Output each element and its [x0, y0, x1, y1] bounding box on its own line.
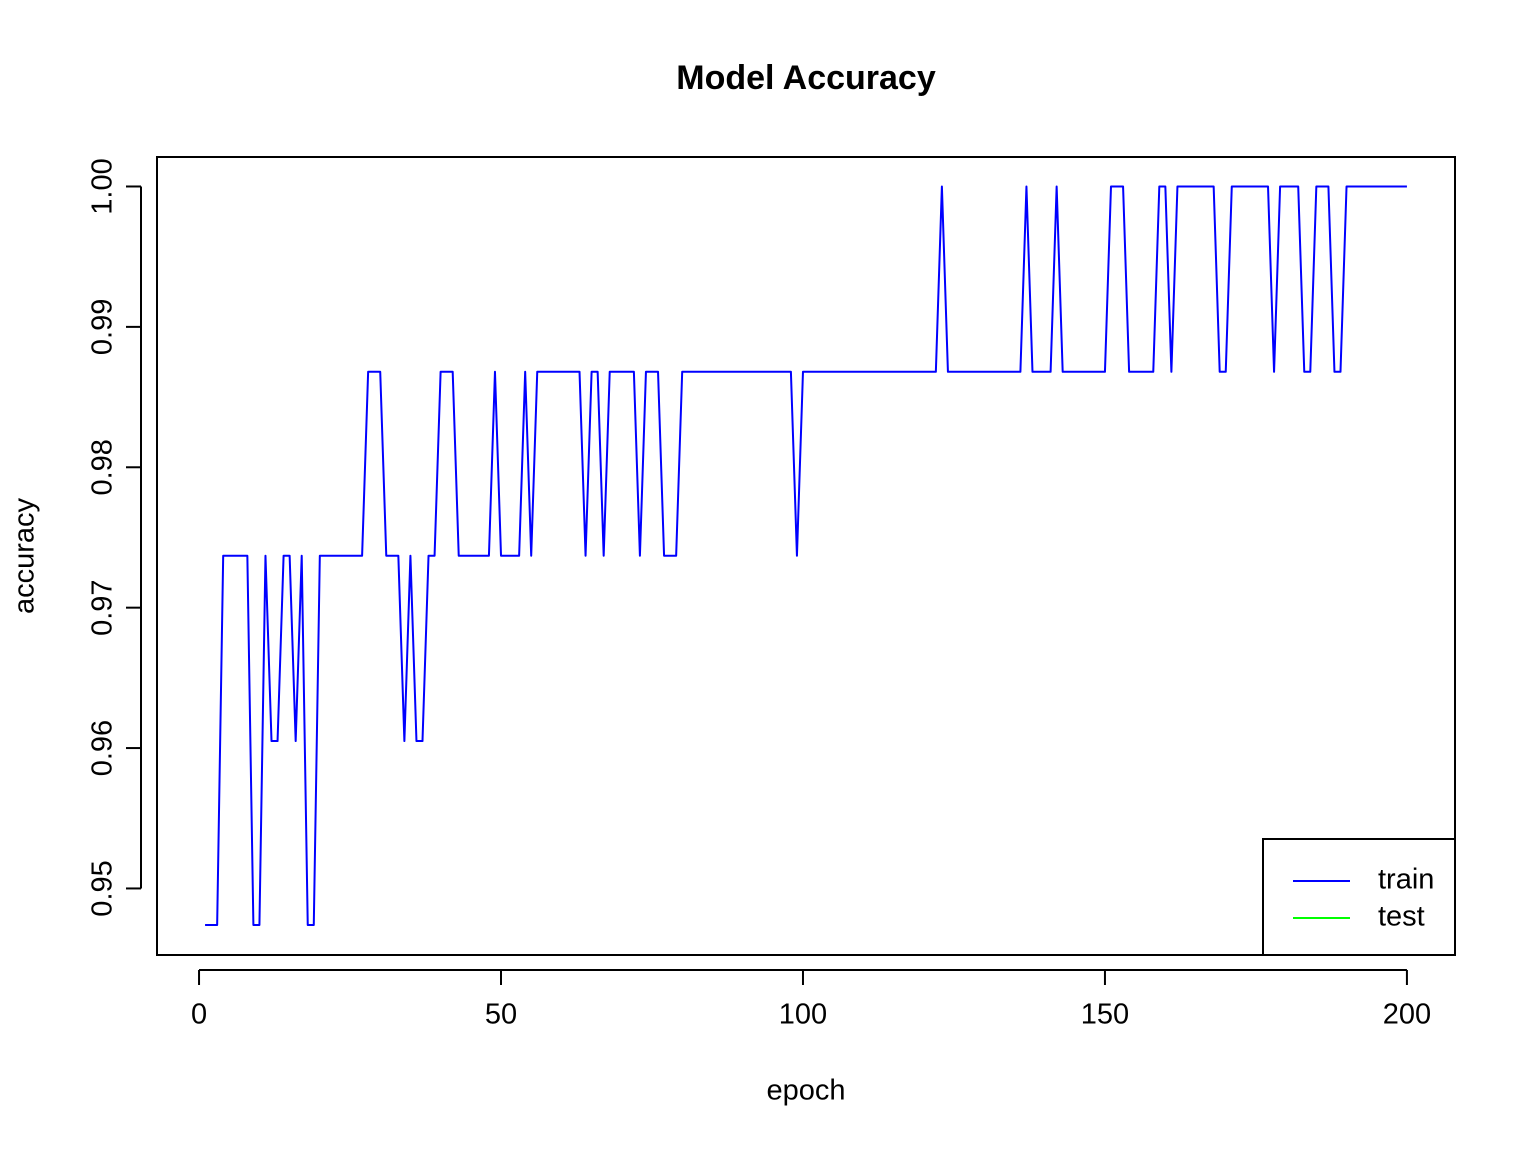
y-tick-label: 0.97	[87, 579, 119, 635]
x-tick-label: 100	[779, 999, 827, 1031]
y-axis-label: accuracy	[9, 497, 41, 614]
y-tick-label: 0.95	[87, 860, 119, 916]
x-tick-label: 50	[485, 999, 517, 1031]
legend-box	[1262, 838, 1456, 956]
x-tick-label: 200	[1383, 999, 1431, 1031]
y-tick-label: 0.98	[87, 439, 119, 495]
x-tick-label: 0	[191, 999, 207, 1031]
y-tick-label: 0.99	[87, 299, 119, 355]
y-tick-label: 1.00	[87, 158, 119, 214]
y-tick-label: 0.96	[87, 720, 119, 776]
series-line	[205, 185, 1407, 926]
x-tick-label: 150	[1081, 999, 1129, 1031]
legend-label: test	[1378, 901, 1425, 933]
plot-frame	[156, 156, 1456, 956]
legend-label: train	[1378, 864, 1434, 896]
x-axis-label: epoch	[766, 1075, 845, 1107]
chart-title: Model Accuracy	[676, 59, 936, 97]
